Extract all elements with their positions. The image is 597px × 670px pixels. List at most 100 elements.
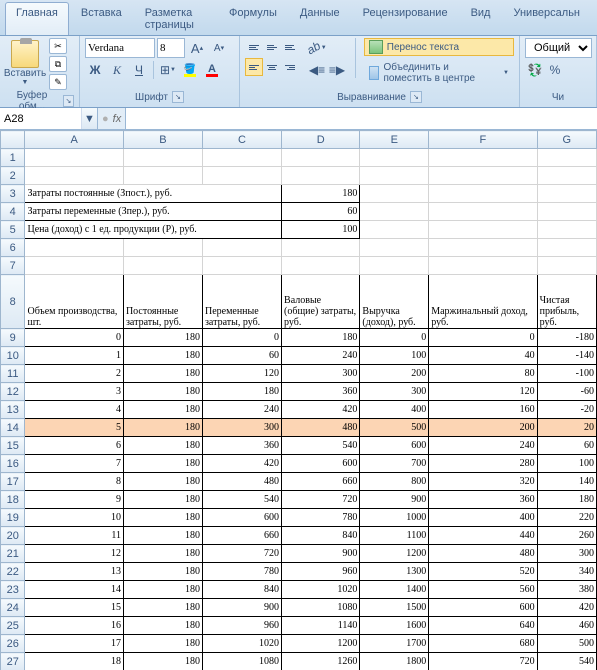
tab-2[interactable]: Разметка страницы: [134, 2, 217, 35]
align-right-button[interactable]: [281, 58, 299, 76]
cell-17-4[interactable]: 800: [360, 473, 429, 491]
cell-27-0[interactable]: 18: [25, 653, 123, 670]
cell-12-1[interactable]: 180: [123, 383, 202, 401]
row-header-11[interactable]: 11: [1, 365, 25, 383]
cell-13-1[interactable]: 180: [123, 401, 202, 419]
cell-26-2[interactable]: 1020: [202, 635, 281, 653]
cell-14-1[interactable]: 180: [123, 419, 202, 437]
underline-button[interactable]: Ч: [129, 60, 149, 80]
cell-4-6[interactable]: [537, 203, 596, 221]
italic-button[interactable]: К: [107, 60, 127, 80]
cell-24-6[interactable]: 420: [537, 599, 596, 617]
cell-19-5[interactable]: 400: [429, 509, 537, 527]
cell-21-2[interactable]: 720: [202, 545, 281, 563]
cell-10-2[interactable]: 60: [202, 347, 281, 365]
cell-4-4[interactable]: [360, 203, 429, 221]
cell-7-6[interactable]: [537, 257, 596, 275]
cell-26-1[interactable]: 180: [123, 635, 202, 653]
cell-17-0[interactable]: 8: [25, 473, 123, 491]
tab-7[interactable]: Универсальн: [502, 2, 591, 35]
col-header-F[interactable]: F: [429, 131, 537, 149]
cell-12-0[interactable]: 3: [25, 383, 123, 401]
row-header-25[interactable]: 25: [1, 617, 25, 635]
cell-5-6[interactable]: [537, 221, 596, 239]
cell-25-6[interactable]: 460: [537, 617, 596, 635]
align-center-button[interactable]: [263, 58, 281, 76]
cell-20-4[interactable]: 1100: [360, 527, 429, 545]
cell-13-6[interactable]: -20: [537, 401, 596, 419]
cell-1-5[interactable]: [429, 149, 537, 167]
cell-3-3[interactable]: 180: [282, 185, 360, 203]
cell-16-4[interactable]: 700: [360, 455, 429, 473]
cell-10-1[interactable]: 180: [123, 347, 202, 365]
row-header-13[interactable]: 13: [1, 401, 25, 419]
cell-18-3[interactable]: 720: [282, 491, 360, 509]
cell-13-0[interactable]: 4: [25, 401, 123, 419]
cell-8-0[interactable]: Объем производства, шт.: [25, 275, 123, 329]
cell-12-3[interactable]: 360: [282, 383, 360, 401]
cell-10-0[interactable]: 1: [25, 347, 123, 365]
cell-13-4[interactable]: 400: [360, 401, 429, 419]
row-header-22[interactable]: 22: [1, 563, 25, 581]
select-all-corner[interactable]: [1, 131, 25, 149]
decrease-indent-button[interactable]: ◀≡: [307, 60, 327, 80]
row-header-2[interactable]: 2: [1, 167, 25, 185]
cell-14-6[interactable]: 20: [537, 419, 596, 437]
cell-24-0[interactable]: 15: [25, 599, 123, 617]
cell-26-6[interactable]: 500: [537, 635, 596, 653]
cell-22-4[interactable]: 1300: [360, 563, 429, 581]
cell-18-2[interactable]: 540: [202, 491, 281, 509]
tab-0[interactable]: Главная: [5, 2, 69, 35]
cell-18-0[interactable]: 9: [25, 491, 123, 509]
cell-6-2[interactable]: [202, 239, 281, 257]
cell-15-5[interactable]: 240: [429, 437, 537, 455]
cell-11-5[interactable]: 80: [429, 365, 537, 383]
cell-18-6[interactable]: 180: [537, 491, 596, 509]
cell-10-5[interactable]: 40: [429, 347, 537, 365]
cell-15-0[interactable]: 6: [25, 437, 123, 455]
cell-21-0[interactable]: 12: [25, 545, 123, 563]
cell-8-4[interactable]: Выручка (доход), руб.: [360, 275, 429, 329]
cell-2-0[interactable]: [25, 167, 123, 185]
cell-27-3[interactable]: 1260: [282, 653, 360, 670]
cell-22-1[interactable]: 180: [123, 563, 202, 581]
align-bottom-button[interactable]: [281, 38, 299, 56]
row-header-16[interactable]: 16: [1, 455, 25, 473]
row-header-18[interactable]: 18: [1, 491, 25, 509]
percent-button[interactable]: %: [545, 60, 565, 80]
cell-17-3[interactable]: 660: [282, 473, 360, 491]
grow-font-button[interactable]: A▴: [187, 38, 207, 58]
font-color-button[interactable]: A: [202, 60, 222, 80]
cell-27-6[interactable]: 540: [537, 653, 596, 670]
merge-center-button[interactable]: Объединить и поместить в центре▼: [364, 60, 514, 86]
row-header-19[interactable]: 19: [1, 509, 25, 527]
cell-4-5[interactable]: [429, 203, 537, 221]
cell-12-5[interactable]: 120: [429, 383, 537, 401]
cell-1-4[interactable]: [360, 149, 429, 167]
cell-6-0[interactable]: [25, 239, 123, 257]
cell-14-0[interactable]: 5: [25, 419, 123, 437]
cell-23-4[interactable]: 1400: [360, 581, 429, 599]
formula-input[interactable]: [125, 108, 597, 129]
cell-19-4[interactable]: 1000: [360, 509, 429, 527]
cell-15-1[interactable]: 180: [123, 437, 202, 455]
cell-15-2[interactable]: 360: [202, 437, 281, 455]
row-header-7[interactable]: 7: [1, 257, 25, 275]
cell-1-0[interactable]: [25, 149, 123, 167]
cell-7-2[interactable]: [202, 257, 281, 275]
row-header-4[interactable]: 4: [1, 203, 25, 221]
row-header-24[interactable]: 24: [1, 599, 25, 617]
cell-1-1[interactable]: [123, 149, 202, 167]
font-size-select[interactable]: [157, 38, 185, 58]
col-header-G[interactable]: G: [537, 131, 596, 149]
cell-8-5[interactable]: Маржинальный доход, руб.: [429, 275, 537, 329]
cell-24-2[interactable]: 900: [202, 599, 281, 617]
cell-9-2[interactable]: 0: [202, 329, 281, 347]
cell-7-1[interactable]: [123, 257, 202, 275]
cell-11-4[interactable]: 200: [360, 365, 429, 383]
cell-3-6[interactable]: [537, 185, 596, 203]
cell-2-1[interactable]: [123, 167, 202, 185]
row-header-5[interactable]: 5: [1, 221, 25, 239]
cell-6-4[interactable]: [360, 239, 429, 257]
cell-14-4[interactable]: 500: [360, 419, 429, 437]
